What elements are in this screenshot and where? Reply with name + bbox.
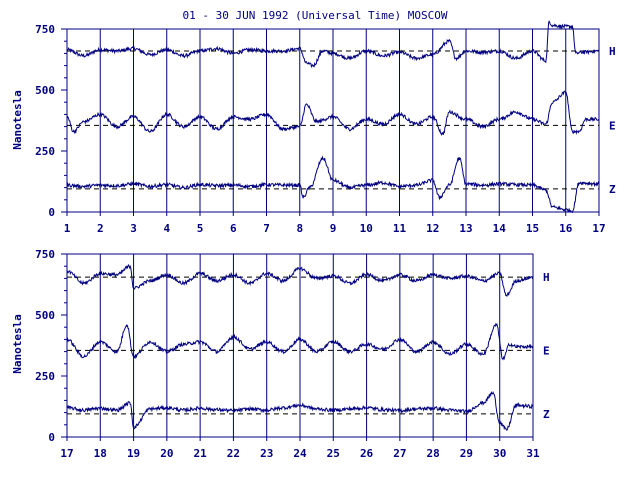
x-tick-label: 15 [526, 222, 539, 235]
x-tick-label: 3 [130, 222, 137, 235]
x-tick-label: 12 [426, 222, 439, 235]
series-label-h: H [543, 271, 550, 284]
x-tick-label: 1 [64, 222, 71, 235]
x-tick-label: 21 [194, 447, 208, 460]
y-tick-label: 500 [35, 309, 55, 322]
x-tick-label: 16 [559, 222, 573, 235]
x-tick-label: 31 [526, 447, 540, 460]
x-tick-label: 26 [360, 447, 374, 460]
y-tick-label: 0 [48, 431, 55, 444]
series-label-z: Z [609, 183, 616, 196]
x-tick-label: 17 [60, 447, 73, 460]
y-tick-label: 750 [35, 248, 55, 261]
x-tick-label: 6 [230, 222, 237, 235]
chart-title: 01 - 30 JUN 1992 (Universal Time) MOSCOW [183, 9, 448, 22]
x-tick-label: 14 [493, 222, 507, 235]
series-line-e [66, 90, 600, 136]
x-tick-label: 4 [163, 222, 170, 235]
series-line-e [66, 322, 534, 361]
x-tick-label: 23 [260, 447, 273, 460]
y-tick-label: 0 [48, 206, 55, 219]
x-tick-label: 29 [460, 447, 473, 460]
y-axis-label-top: Nanotesla [11, 90, 24, 150]
y-tick-label: 250 [35, 145, 55, 158]
y-tick-label: 500 [35, 84, 55, 97]
x-tick-label: 24 [293, 447, 307, 460]
chart-panel-bottom: 17 18 19 20 21 22 23 24 25 26 27 28 29 30 31 0 250 500 750… [35, 248, 550, 460]
x-tick-label: 20 [160, 447, 173, 460]
x-tick-label: 13 [459, 222, 472, 235]
series-line-h [66, 20, 600, 69]
x-tick-label: 25 [327, 447, 340, 460]
x-tick-label: 9 [330, 222, 337, 235]
series-line-h [66, 263, 534, 298]
series-line-z [66, 155, 600, 214]
x-tick-label: 30 [493, 447, 506, 460]
series-label-e: E [609, 119, 616, 132]
x-tick-label: 8 [296, 222, 303, 235]
x-tick-label: 22 [227, 447, 240, 460]
x-tick-label: 7 [263, 222, 270, 235]
x-tick-label: 19 [127, 447, 140, 460]
x-tick-label: 11 [393, 222, 407, 235]
x-tick-label: 10 [360, 222, 373, 235]
y-tick-label: 750 [35, 23, 55, 36]
y-axis-label-bottom: Nanotesla [11, 314, 24, 374]
x-tick-label: 2 [97, 222, 104, 235]
y-tick-label: 250 [35, 370, 55, 383]
series-label-z: Z [543, 408, 550, 421]
series-label-h: H [609, 45, 616, 58]
x-tick-label: 27 [393, 447, 406, 460]
x-tick-label: 28 [427, 447, 440, 460]
series-label-e: E [543, 344, 550, 357]
x-tick-label: 17 [592, 222, 605, 235]
series-line-z [66, 390, 534, 431]
x-tick-label: 18 [94, 447, 107, 460]
x-tick-label: 5 [197, 222, 204, 235]
